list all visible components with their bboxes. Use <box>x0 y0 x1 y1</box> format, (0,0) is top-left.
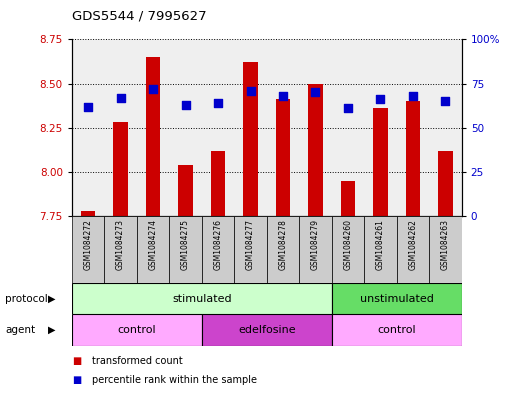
Bar <box>397 216 429 283</box>
Point <box>116 94 125 101</box>
Point <box>149 86 157 92</box>
Text: percentile rank within the sample: percentile rank within the sample <box>92 375 258 385</box>
Text: GSM1084262: GSM1084262 <box>408 219 418 270</box>
Bar <box>267 39 299 216</box>
Bar <box>299 39 332 216</box>
Text: ■: ■ <box>72 356 81 366</box>
Bar <box>373 108 388 216</box>
Point <box>441 98 449 104</box>
Text: GSM1084277: GSM1084277 <box>246 219 255 270</box>
Bar <box>72 283 332 314</box>
Bar <box>299 216 332 283</box>
Bar <box>169 216 202 283</box>
Bar <box>341 181 356 216</box>
Text: transformed count: transformed count <box>92 356 183 366</box>
Bar <box>104 39 137 216</box>
Point <box>214 100 222 106</box>
Bar <box>332 314 462 346</box>
Text: agent: agent <box>5 325 35 335</box>
Bar <box>332 39 364 216</box>
Point <box>409 93 417 99</box>
Bar <box>137 216 169 283</box>
Bar <box>202 216 234 283</box>
Text: GSM1084260: GSM1084260 <box>344 219 352 270</box>
Text: GSM1084263: GSM1084263 <box>441 219 450 270</box>
Bar <box>429 39 462 216</box>
Bar <box>308 84 323 216</box>
Text: ▶: ▶ <box>48 294 55 304</box>
Text: GDS5544 / 7995627: GDS5544 / 7995627 <box>72 9 206 22</box>
Bar <box>72 216 104 283</box>
Text: unstimulated: unstimulated <box>360 294 433 304</box>
Bar <box>364 216 397 283</box>
Bar <box>234 39 267 216</box>
Point <box>377 96 385 103</box>
Bar <box>81 211 95 216</box>
Point <box>182 101 190 108</box>
Text: GSM1084274: GSM1084274 <box>149 219 157 270</box>
Bar <box>332 283 462 314</box>
Point <box>344 105 352 112</box>
Bar <box>202 39 234 216</box>
Bar <box>137 39 169 216</box>
Text: GSM1084272: GSM1084272 <box>84 219 92 270</box>
Bar <box>234 216 267 283</box>
Text: GSM1084261: GSM1084261 <box>376 219 385 270</box>
Text: protocol: protocol <box>5 294 48 304</box>
Bar <box>202 314 332 346</box>
Bar <box>169 39 202 216</box>
Point <box>279 93 287 99</box>
Text: ▶: ▶ <box>48 325 55 335</box>
Text: GSM1084276: GSM1084276 <box>213 219 223 270</box>
Bar <box>178 165 193 216</box>
Text: GSM1084273: GSM1084273 <box>116 219 125 270</box>
Bar <box>72 314 202 346</box>
Bar <box>72 39 104 216</box>
Text: GSM1084275: GSM1084275 <box>181 219 190 270</box>
Bar <box>104 216 137 283</box>
Point <box>311 89 320 95</box>
Text: control: control <box>378 325 416 335</box>
Text: control: control <box>117 325 156 335</box>
Text: ■: ■ <box>72 375 81 385</box>
Bar <box>275 99 290 216</box>
Bar <box>397 39 429 216</box>
Bar <box>429 216 462 283</box>
Bar <box>146 57 161 216</box>
Text: edelfosine: edelfosine <box>238 325 295 335</box>
Bar <box>364 39 397 216</box>
Point <box>246 87 254 94</box>
Bar <box>406 101 420 216</box>
Point <box>84 103 92 110</box>
Bar <box>243 62 258 216</box>
Text: GSM1084279: GSM1084279 <box>311 219 320 270</box>
Bar <box>211 151 225 216</box>
Bar <box>438 151 453 216</box>
Bar <box>332 216 364 283</box>
Text: stimulated: stimulated <box>172 294 231 304</box>
Bar <box>267 216 299 283</box>
Bar <box>113 123 128 216</box>
Text: GSM1084278: GSM1084278 <box>279 219 287 270</box>
